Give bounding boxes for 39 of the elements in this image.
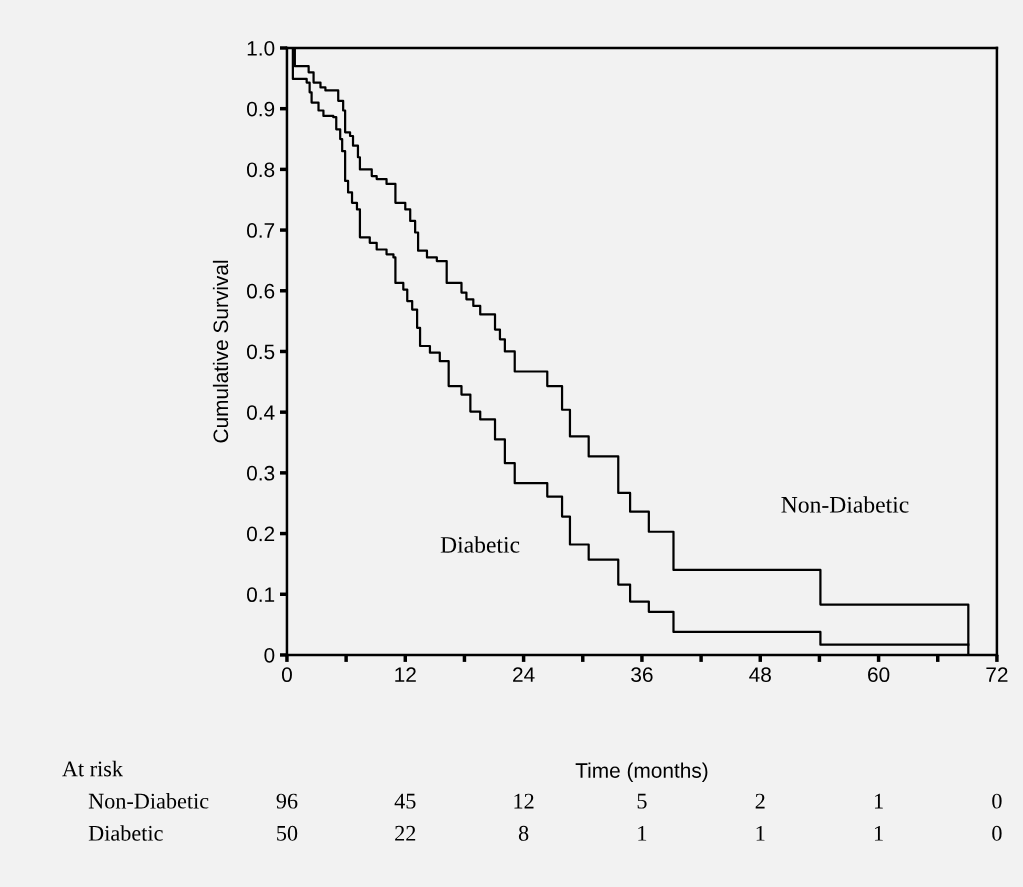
text: Diabetic [88,825,163,841]
x-axis-title: Time (months) [575,762,708,782]
series-label: Diabetic [440,536,520,553]
text: 1 [874,793,883,809]
x-tick-label: 12 [395,667,416,682]
y-tick-label: 0.9 [247,101,275,117]
x-tick-label: 72 [986,667,1008,682]
text: 2 [755,793,765,809]
y-tick-label: 0.2 [247,526,275,542]
text: Non-Diabetic [781,496,909,513]
text: 1 [756,825,765,841]
x-tick-label: 24 [513,667,535,682]
text: 8 [518,825,529,841]
text: 1 [638,825,647,841]
y-tick-label: 0.1 [247,587,275,603]
y-tick-label: 1.0 [247,40,275,56]
text: 5 [637,793,647,809]
y-axis-title: Cumulative Survival [212,260,229,443]
text: 1 [874,825,883,841]
text: 50 [277,825,298,841]
y-tick-label: 0.5 [247,344,275,360]
text: 45 [394,793,416,809]
x-tick-label: 48 [749,667,771,683]
text: At risk [62,760,123,777]
text: 96 [276,793,298,809]
text: 22 [395,825,416,841]
y-tick-label: 0.4 [247,405,275,420]
y-tick-label: 0.7 [247,223,275,238]
text: Non-Diabetic [88,792,209,809]
x-tick-label: 60 [868,667,890,683]
y-tick-label: 0.8 [247,162,275,178]
x-tick-label: 36 [631,667,653,683]
x-tick-label: 0 [281,667,292,683]
text: 0 [992,825,1002,841]
text: 0 [992,793,1002,809]
y-tick-label: 0.6 [247,283,275,299]
y-tick-label: 0.3 [247,465,275,481]
y-tick-label: 0 [264,647,275,663]
text: 12 [514,793,534,809]
